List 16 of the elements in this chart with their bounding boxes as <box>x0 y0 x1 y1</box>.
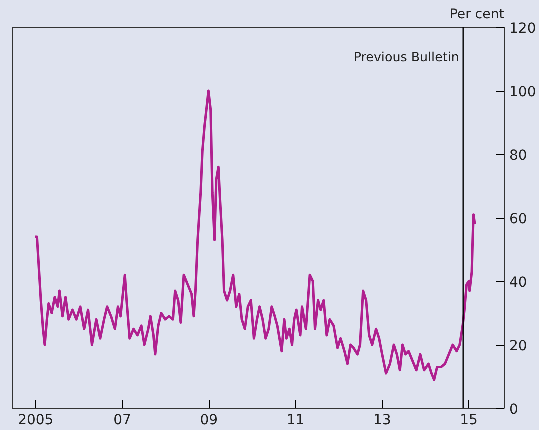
y-tick-label: 60 <box>510 212 528 228</box>
y-tick-label: 100 <box>510 84 536 100</box>
x-tick-label: 2005 <box>18 412 54 428</box>
x-tick-label: 09 <box>200 412 218 428</box>
x-tick-label: 13 <box>373 412 392 428</box>
x-tick-label: 07 <box>114 412 132 428</box>
x-tick-label: 15 <box>460 412 478 428</box>
ref-line-label: Previous Bulletin <box>354 50 460 64</box>
y-tick-label: 80 <box>510 148 528 164</box>
line-series <box>34 90 476 382</box>
y-tick-label: 40 <box>510 275 528 291</box>
y-axis-title: Per cent <box>450 8 505 22</box>
y-tick-label: 120 <box>510 21 536 37</box>
x-tick-label: 11 <box>286 412 305 428</box>
y-tick-label: 0 <box>510 402 518 418</box>
y-tick-label: 20 <box>510 338 528 354</box>
